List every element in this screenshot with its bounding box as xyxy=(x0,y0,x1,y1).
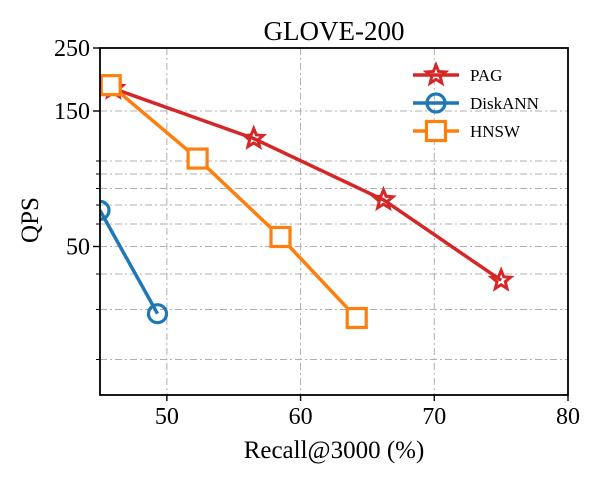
series-layer xyxy=(100,74,515,330)
series-line-pag xyxy=(112,86,503,282)
data-point-pag xyxy=(487,266,515,292)
y-tick-label: 150 xyxy=(54,99,90,125)
legend-label-hnsw: HNSW xyxy=(470,122,521,141)
legend-marker-pag xyxy=(422,60,450,87)
data-point-pag xyxy=(370,185,397,212)
x-tick-label: 60 xyxy=(289,404,313,430)
series-clip-group xyxy=(100,74,515,330)
plot-frame xyxy=(99,47,569,396)
legend-label-diskann: DiskANN xyxy=(470,94,539,113)
x-axis-label: Recall@3000 (%) xyxy=(244,437,425,464)
series-line-diskann xyxy=(100,209,160,315)
y-tick-label: 50 xyxy=(66,235,90,261)
ticks: 50 60 70 80 50 150 250 xyxy=(54,36,580,430)
data-point-hnsw xyxy=(269,225,292,249)
data-point-diskann xyxy=(100,199,111,222)
data-point-hnsw xyxy=(345,306,368,330)
data-point-pag xyxy=(240,124,268,150)
chart-title: GLOVE-200 xyxy=(264,16,405,46)
y-tick-label: 250 xyxy=(54,36,90,62)
x-tick-label: 50 xyxy=(155,404,179,430)
legend-marker-diskann xyxy=(425,92,447,114)
data-point-hnsw xyxy=(100,74,122,97)
series-line-hnsw xyxy=(109,83,359,320)
x-tick-label: 70 xyxy=(422,404,446,430)
legend-label-pag: PAG xyxy=(470,66,502,85)
y-axis-label: QPS xyxy=(17,197,44,243)
legend-marker-hnsw xyxy=(424,119,448,143)
legend: PAG DiskANN HNSW xyxy=(413,60,539,143)
data-point-hnsw xyxy=(186,147,209,170)
data-point-diskann xyxy=(146,303,169,325)
x-tick-label: 80 xyxy=(556,404,580,430)
